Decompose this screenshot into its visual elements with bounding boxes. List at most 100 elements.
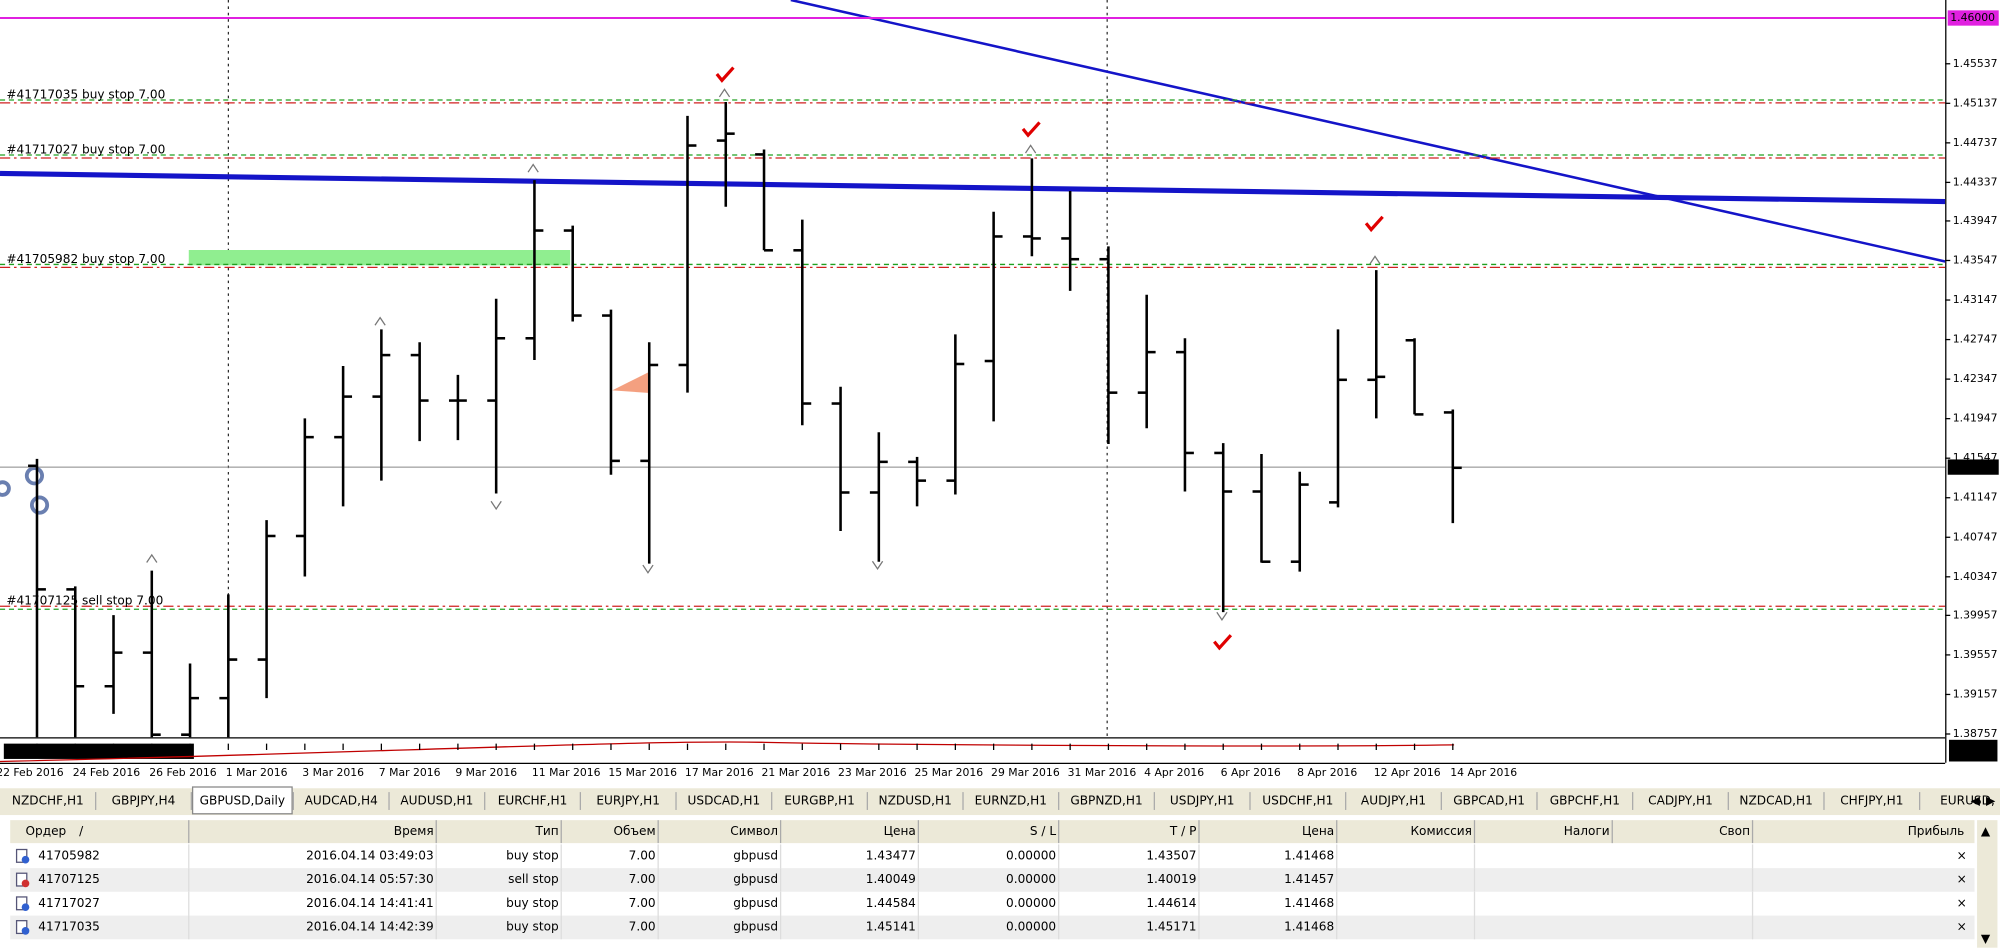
check-mark: [715, 66, 735, 83]
x-tick-label: 11 Mar 2016: [532, 766, 601, 779]
tab[interactable]: NZDCHF,H1: [12, 794, 84, 808]
tab[interactable]: EURNZD,H1: [975, 794, 1047, 808]
arrow: [642, 564, 654, 574]
tab[interactable]: CADJPY,H1: [1648, 794, 1713, 808]
tab[interactable]: GBPCHF,H1: [1550, 794, 1620, 808]
column-header[interactable]: Комиссия: [1410, 824, 1471, 838]
order-icon-dot: [21, 927, 30, 935]
tab-scroll-left[interactable]: ◀: [1971, 794, 1981, 808]
tab[interactable]: EURUSD,: [1940, 794, 1995, 808]
table-cell: 0.00000: [1006, 920, 1056, 934]
tab-bar-bg: [0, 788, 2000, 816]
price-axis: 1.45537 1.45137 1.44737 1.44337 1.43947 1.435…: [1945, 10, 1999, 740]
tab-active-bg: [191, 786, 293, 815]
y-tick-label: 1.44337: [1953, 175, 1998, 188]
table-cell: 0.00000: [1006, 896, 1056, 910]
tab-scroll-right[interactable]: ▶: [1986, 794, 1996, 808]
arrow: [1024, 144, 1037, 154]
column-header[interactable]: Т / Р: [1169, 824, 1196, 838]
scrollbar[interactable]: [1977, 820, 1998, 948]
tab[interactable]: AUDUSD,H1: [400, 794, 473, 808]
column-header[interactable]: Объем: [613, 824, 655, 838]
x-tick-label: 6 Apr 2016: [1221, 766, 1281, 779]
order-label: #41705982 buy stop 7.00: [6, 252, 165, 266]
tab[interactable]: NZDUSD,H1: [879, 794, 952, 808]
indicator-line: [0, 741, 1455, 763]
table-row-bg[interactable]: [10, 915, 1975, 940]
table-cell: 1.44584: [866, 896, 916, 910]
widget-circle: [24, 466, 45, 486]
close-order-button[interactable]: ×: [1957, 920, 1967, 934]
tab[interactable]: NZDCAD,H1: [1739, 794, 1812, 808]
table-cell: buy stop: [506, 896, 559, 910]
table-cell: 0.00000: [1006, 872, 1056, 886]
tab[interactable]: AUDCAD,H4: [305, 794, 378, 808]
table-row-bg[interactable]: [10, 844, 1975, 869]
redacted-box: [1948, 739, 1998, 762]
y-tick-label: 1.45137: [1953, 96, 1998, 109]
tab[interactable]: EURJPY,H1: [596, 794, 660, 808]
x-tick-label: 15 Mar 2016: [608, 766, 677, 779]
sort-indicator: /: [79, 824, 84, 838]
column-header[interactable]: Своп: [1719, 824, 1750, 838]
scroll-down[interactable]: ▼: [1981, 931, 1991, 945]
column-header[interactable]: S / L: [1030, 824, 1056, 838]
close-order-button[interactable]: ×: [1957, 872, 1967, 886]
table-row-bg[interactable]: [10, 891, 1975, 916]
column-header[interactable]: Прибыль: [1908, 824, 1965, 838]
table-cell: 7.00: [629, 920, 656, 934]
column-header[interactable]: Цена: [1302, 824, 1334, 838]
y-tick-label: 1.40747: [1953, 530, 1998, 543]
table-cell: 2016.04.14 14:41:41: [306, 896, 434, 910]
table-cell: 7.00: [629, 896, 656, 910]
column-header[interactable]: Тип: [534, 824, 558, 838]
tab[interactable]: EURGBP,H1: [784, 794, 855, 808]
table-row-bg[interactable]: [10, 868, 1975, 892]
tab[interactable]: GBPUSD,Daily: [200, 794, 285, 808]
tab[interactable]: USDCAD,H1: [688, 794, 761, 808]
y-tick-label: 1.44737: [1953, 136, 1998, 149]
arrow: [490, 500, 502, 511]
table-cell: 2016.04.14 05:57:30: [306, 872, 434, 886]
x-tick-label: 4 Apr 2016: [1144, 766, 1204, 779]
column-header[interactable]: Время: [394, 824, 434, 838]
table-cell: 1.40049: [866, 872, 916, 886]
table-cell: 41717027: [38, 896, 100, 910]
y-tick-label: 1.43547: [1953, 253, 1998, 266]
scroll-up[interactable]: ▲: [1981, 824, 1991, 838]
column-header[interactable]: Цена: [884, 824, 916, 838]
table-cell: 1.41468: [1284, 920, 1334, 934]
tab[interactable]: GBPNZD,H1: [1070, 794, 1142, 808]
tab[interactable]: USDJPY,H1: [1170, 794, 1235, 808]
tab[interactable]: GBPCAD,H1: [1453, 794, 1525, 808]
column-header[interactable]: Ордер: [26, 824, 67, 838]
close-order-button[interactable]: ×: [1957, 848, 1967, 862]
table-cell: gbpusd: [733, 920, 778, 934]
tab[interactable]: USDCHF,H1: [1262, 794, 1333, 808]
orders-table: / ▲ ▼ Ордер Время Тип Объем Символ Цена S / L Т…: [0, 818, 2000, 949]
tab[interactable]: EURCHF,H1: [498, 794, 568, 808]
close-order-button[interactable]: ×: [1957, 896, 1967, 910]
y-tick-label: 1.39957: [1953, 608, 1998, 621]
column-header[interactable]: Символ: [730, 824, 778, 838]
highlight-box: [188, 250, 571, 266]
y-tick-label: 1.42347: [1953, 372, 1998, 385]
table-cell: 41707125: [38, 872, 100, 886]
table-cell: 7.00: [629, 872, 656, 886]
x-tick-label: 25 Mar 2016: [915, 766, 984, 779]
plot-area: #41705982 buy stop 7.00 #41707125 sell st…: [0, 0, 1946, 738]
arrow: [146, 553, 158, 563]
y-tick-label: 1.41147: [1953, 491, 1998, 504]
widget-circle: [29, 495, 50, 515]
tab[interactable]: AUDJPY,H1: [1361, 794, 1426, 808]
tab[interactable]: GBPJPY,H4: [112, 794, 176, 808]
x-tick-label: 21 Mar 2016: [761, 766, 830, 779]
order-icon-dot: [21, 855, 30, 864]
order-label: #41717027 buy stop 7.00: [6, 142, 165, 156]
y-tick-label: 1.43147: [1953, 293, 1998, 306]
arrow: [1369, 255, 1381, 265]
table-cell: gbpusd: [733, 872, 778, 886]
column-header[interactable]: Налоги: [1564, 824, 1610, 838]
order-icon: [15, 872, 28, 887]
tab[interactable]: CHFJPY,H1: [1840, 794, 1903, 808]
